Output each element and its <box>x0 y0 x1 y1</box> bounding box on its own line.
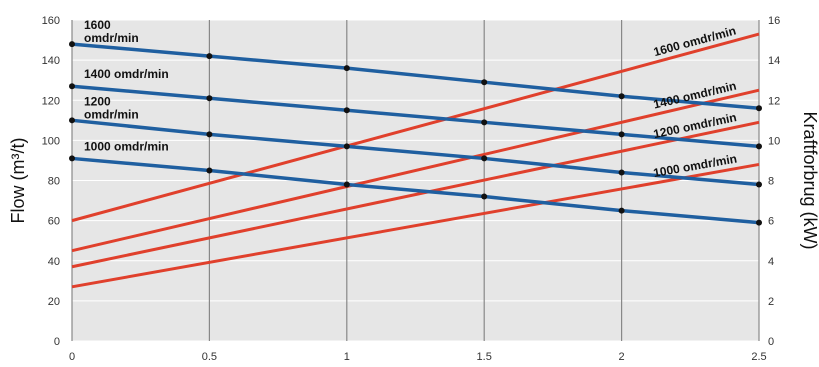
flow-data-point <box>481 119 488 126</box>
x-tick-label: 2 <box>619 351 625 363</box>
flow-data-point <box>343 107 350 114</box>
y-left-tick-label: 160 <box>42 15 60 27</box>
y-right-tick-label: 0 <box>768 336 774 348</box>
y-right-tick-label: 16 <box>768 15 780 27</box>
flow-data-point <box>69 83 75 90</box>
y-left-tick-label: 120 <box>42 95 60 107</box>
flow-data-point <box>206 95 213 102</box>
flow-series-label-unit: omdr/min <box>84 31 139 45</box>
x-tick-label: 2.5 <box>751 351 766 363</box>
y-right-tick-label: 4 <box>768 256 774 268</box>
y-right-tick-label: 6 <box>768 216 774 228</box>
y-left-tick-label: 60 <box>48 216 60 228</box>
y-right-tick-label: 14 <box>768 55 780 67</box>
y-axis-left-title: Flow (m³/t) <box>8 138 28 224</box>
x-tick-label: 1 <box>344 351 350 363</box>
flow-data-point <box>618 93 625 100</box>
flow-series-label-unit: omdr/min <box>84 107 139 121</box>
power-series-line <box>71 88 760 253</box>
y-right-tick-label: 10 <box>768 135 780 147</box>
flow-data-point <box>481 155 488 162</box>
flow-data-point <box>756 105 762 112</box>
y-left-tick-label: 40 <box>48 256 60 268</box>
power-series-line <box>71 32 760 223</box>
flow-data-point <box>618 169 625 176</box>
y-right-tick-label: 12 <box>768 95 780 107</box>
y-right-tick-label: 8 <box>768 176 774 188</box>
flow-data-point <box>756 219 762 226</box>
flow-series-label: 1400 omdr/min <box>84 67 169 81</box>
x-tick-label: 1.5 <box>477 351 492 363</box>
x-tick-label: 0.5 <box>202 351 217 363</box>
flow-series-line <box>71 156 760 225</box>
flow-data-point <box>206 53 213 60</box>
flow-series-label: 1600 <box>84 18 111 32</box>
flow-data-point <box>481 193 488 200</box>
x-tick-label: 0 <box>69 351 75 363</box>
flow-series-line <box>71 42 760 111</box>
flow-series-label: 1200 <box>84 94 111 108</box>
y-left-tick-label: 0 <box>54 336 60 348</box>
y-axis-right-title: Kraftforbrug (kW) <box>800 111 819 249</box>
flow-data-point <box>69 41 75 48</box>
y-left-tick-label: 100 <box>42 135 60 147</box>
y-left-tick-label: 80 <box>48 176 60 188</box>
flow-data-point <box>69 117 75 124</box>
flow-data-point <box>206 167 213 174</box>
power-lines <box>71 32 760 289</box>
flow-series-line <box>71 84 760 149</box>
power-series-line <box>71 162 760 289</box>
flow-data-point <box>756 181 762 188</box>
flow-series-line <box>71 118 760 187</box>
grid <box>71 19 760 342</box>
power-series-line <box>71 120 760 269</box>
flow-data-point <box>343 65 350 72</box>
flow-data-point <box>481 79 488 86</box>
flow-data-point <box>206 131 213 138</box>
flow-lines <box>69 41 762 226</box>
flow-data-point <box>618 131 625 138</box>
flow-data-point <box>343 143 350 150</box>
tick-labels: 0 0.5 1 1.5 2 2.50204060801001201401600246810… <box>42 15 781 363</box>
y-right-tick-label: 2 <box>768 296 774 308</box>
y-left-tick-label: 140 <box>42 55 60 67</box>
flow-data-point <box>756 143 762 150</box>
flow-data-point <box>343 181 350 188</box>
flow-data-point <box>618 207 625 214</box>
flow-series-label: 1000 omdr/min <box>84 139 169 153</box>
y-left-tick-label: 20 <box>48 296 60 308</box>
flow-data-point <box>69 155 75 162</box>
